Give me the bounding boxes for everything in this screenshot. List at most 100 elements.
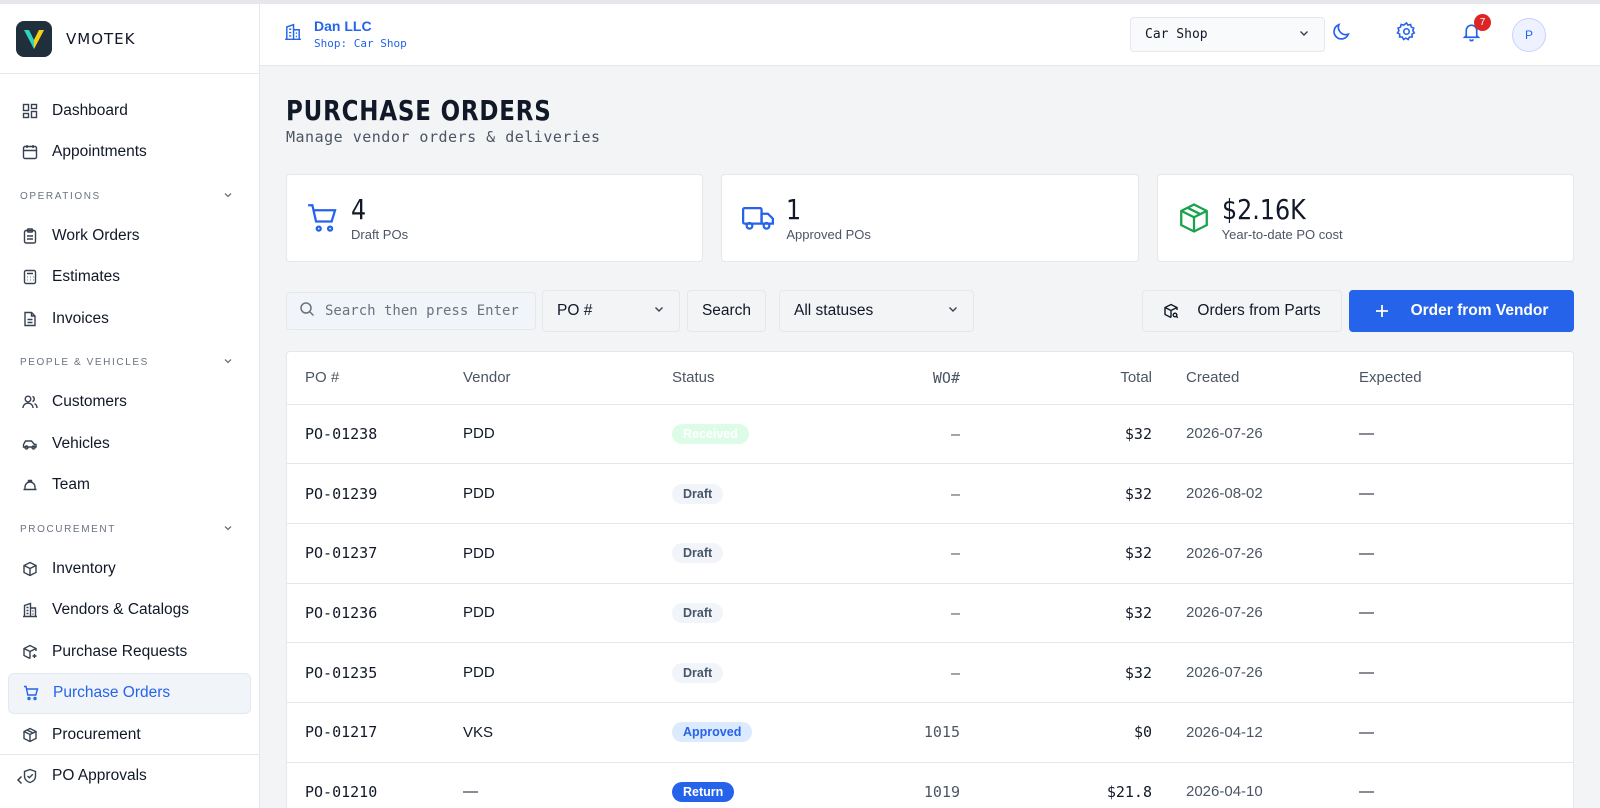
sidebar-item-estimates[interactable]: Estimates bbox=[0, 257, 259, 299]
table-row[interactable]: PO-01236 PDD Draft – $32 2026-07-26 — bbox=[287, 583, 1573, 644]
search-icon bbox=[299, 301, 315, 322]
stat-card-ytd-cost: $2.16K Year-to-date PO cost bbox=[1156, 174, 1574, 262]
sidebar-item-label: Purchase Orders bbox=[53, 684, 171, 702]
table-row[interactable]: PO-01217 VKS Approved 1015 $0 2026-04-12… bbox=[287, 702, 1573, 763]
cell-wo: – bbox=[832, 642, 960, 703]
status-select[interactable]: All statuses bbox=[779, 290, 974, 332]
status-badge: Draft bbox=[672, 662, 724, 683]
column-header-expected[interactable]: Expected bbox=[1359, 352, 1573, 405]
search-field-select[interactable]: PO # bbox=[542, 290, 680, 332]
table-row[interactable]: PO-01235 PDD Draft – $32 2026-07-26 — bbox=[287, 642, 1573, 703]
building-icon bbox=[284, 23, 302, 46]
brand[interactable]: VMOTEK bbox=[0, 4, 259, 74]
sidebar-item-dashboard[interactable]: Dashboard bbox=[0, 90, 259, 132]
cell-status: Received bbox=[672, 404, 832, 465]
section-procurement[interactable]: PROCUREMENT bbox=[0, 510, 259, 548]
main-content: PURCHASE ORDERS Manage vendor orders & d… bbox=[260, 66, 1600, 808]
search-button[interactable]: Search bbox=[687, 290, 766, 332]
column-header-status[interactable]: Status bbox=[672, 352, 832, 405]
status-badge: Draft bbox=[672, 543, 724, 564]
sidebar-item-team[interactable]: Team bbox=[0, 465, 259, 507]
sidebar-item-label: Inventory bbox=[52, 559, 116, 577]
dark-mode-toggle[interactable] bbox=[1329, 22, 1353, 46]
shop-select-value: Car Shop bbox=[1145, 27, 1208, 42]
settings-button[interactable] bbox=[1394, 21, 1418, 47]
cell-total: $0 bbox=[960, 702, 1152, 763]
hardhat-icon bbox=[22, 477, 38, 493]
cell-wo: – bbox=[832, 523, 960, 584]
status-badge: Draft bbox=[672, 602, 724, 623]
sidebar-item-label: Appointments bbox=[52, 143, 147, 161]
cell-status: Draft bbox=[672, 523, 832, 584]
org-shop-label: Shop: Car Shop bbox=[314, 37, 407, 50]
search-input[interactable] bbox=[325, 303, 525, 319]
column-header-po[interactable]: PO # bbox=[287, 352, 463, 405]
cell-vendor: VKS bbox=[463, 702, 672, 763]
sidebar-item-label: Estimates bbox=[52, 268, 121, 286]
moon-icon bbox=[1331, 21, 1352, 47]
sidebar-item-purchase-orders[interactable]: Purchase Orders bbox=[8, 672, 251, 714]
building-icon bbox=[22, 602, 38, 618]
chevron-down-icon bbox=[653, 302, 665, 320]
section-operations[interactable]: OPERATIONS bbox=[0, 177, 259, 215]
sidebar-item-purchase-requests[interactable]: Purchase Requests bbox=[0, 631, 259, 673]
cell-vendor: — bbox=[463, 762, 672, 808]
column-header-wo[interactable]: WO# bbox=[832, 352, 960, 405]
plus-icon bbox=[1375, 304, 1389, 318]
sidebar-item-vehicles[interactable]: Vehicles bbox=[0, 423, 259, 465]
cell-wo: – bbox=[832, 404, 960, 465]
cell-vendor: PDD bbox=[463, 583, 672, 644]
cell-status: Draft bbox=[672, 583, 832, 644]
vmotek-logo bbox=[16, 20, 52, 57]
cell-status: Draft bbox=[672, 642, 832, 703]
table-row[interactable]: PO-01238 PDD Received – $32 2026-07-26 — bbox=[287, 404, 1573, 465]
section-people-vehicles[interactable]: PEOPLE & VEHICLES bbox=[0, 344, 259, 382]
filters-bar: PO # Search All statuses Orders from Par… bbox=[286, 290, 1574, 332]
chevron-down-icon bbox=[223, 190, 233, 203]
sidebar-item-customers[interactable]: Customers bbox=[0, 382, 259, 424]
section-label: PROCUREMENT bbox=[20, 523, 116, 535]
column-header-total[interactable]: Total bbox=[960, 352, 1152, 405]
order-from-vendor-button[interactable]: Order from Vendor bbox=[1349, 290, 1574, 332]
sidebar-item-label: Vendors & Catalogs bbox=[52, 601, 190, 619]
column-header-created[interactable]: Created bbox=[1152, 352, 1359, 405]
avatar[interactable]: P bbox=[1512, 18, 1546, 52]
users-icon bbox=[22, 394, 38, 410]
column-header-vendor[interactable]: Vendor bbox=[463, 352, 672, 405]
shop-select[interactable]: Car Shop bbox=[1130, 17, 1325, 52]
sidebar-item-inventory[interactable]: Inventory bbox=[0, 548, 259, 590]
search-box bbox=[286, 292, 536, 330]
table-row[interactable]: PO-01239 PDD Draft – $32 2026-08-02 — bbox=[287, 463, 1573, 524]
sidebar-item-vendors-catalogs[interactable]: Vendors & Catalogs bbox=[0, 590, 259, 632]
sidebar-item-po-approvals[interactable]: PO Approvals bbox=[0, 756, 259, 798]
sidebar-item-appointments[interactable]: Appointments bbox=[0, 132, 259, 174]
sidebar-item-invoices[interactable]: Invoices bbox=[0, 298, 259, 340]
stat-label: Approved POs bbox=[786, 226, 871, 242]
package-icon bbox=[22, 727, 38, 743]
car-icon bbox=[22, 436, 38, 452]
cell-created: 2026-07-26 bbox=[1152, 404, 1359, 465]
table-row[interactable]: PO-01210 — Return 1019 $21.8 2026-04-10 … bbox=[287, 762, 1573, 808]
org-switcher[interactable]: Dan LLC Shop: Car Shop bbox=[284, 18, 407, 50]
table-row[interactable]: PO-01237 PDD Draft – $32 2026-07-26 — bbox=[287, 523, 1573, 584]
collapse-sidebar-button[interactable] bbox=[0, 754, 259, 808]
status-badge: Received bbox=[672, 423, 749, 444]
cell-wo: – bbox=[832, 463, 960, 524]
cell-created: 2026-07-26 bbox=[1152, 583, 1359, 644]
sidebar-item-work-orders[interactable]: Work Orders bbox=[0, 215, 259, 257]
cell-expected: — bbox=[1359, 523, 1573, 584]
orders-from-parts-button[interactable]: Orders from Parts bbox=[1142, 290, 1342, 332]
cart-icon bbox=[305, 200, 341, 236]
clipboard-icon bbox=[22, 228, 38, 244]
chevron-left-icon bbox=[14, 773, 26, 791]
gear-icon bbox=[1395, 21, 1417, 47]
stat-value: 1 bbox=[786, 192, 802, 226]
cell-expected: — bbox=[1359, 642, 1573, 703]
sidebar-item-procurement[interactable]: Procurement bbox=[0, 714, 259, 756]
stat-label: Year-to-date PO cost bbox=[1221, 226, 1343, 242]
page-title: PURCHASE ORDERS bbox=[286, 94, 552, 127]
cell-status: Return bbox=[672, 762, 832, 808]
notifications-button[interactable]: 7 bbox=[1459, 14, 1491, 46]
sidebar-item-label: Invoices bbox=[52, 309, 109, 327]
cell-total: $32 bbox=[960, 463, 1152, 524]
